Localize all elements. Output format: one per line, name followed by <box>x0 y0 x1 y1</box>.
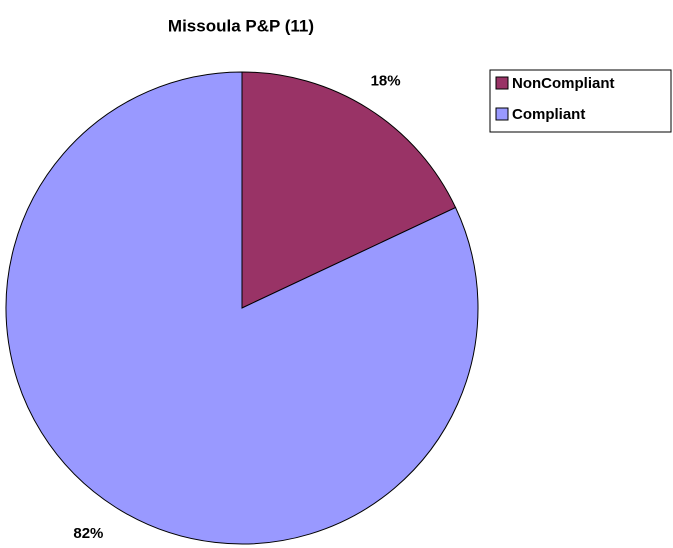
legend-label: NonCompliant <box>512 75 615 92</box>
chart-title: Missoula P&P (11) <box>168 16 314 35</box>
pie-slice <box>241 71 457 309</box>
legend-box <box>489 69 672 133</box>
pie-slice <box>5 71 479 545</box>
data-label: 82% <box>73 525 103 542</box>
legend-swatch <box>495 107 509 121</box>
legend-label: Compliant <box>512 106 585 123</box>
legend-swatch <box>495 76 509 90</box>
data-label: 18% <box>371 73 401 90</box>
